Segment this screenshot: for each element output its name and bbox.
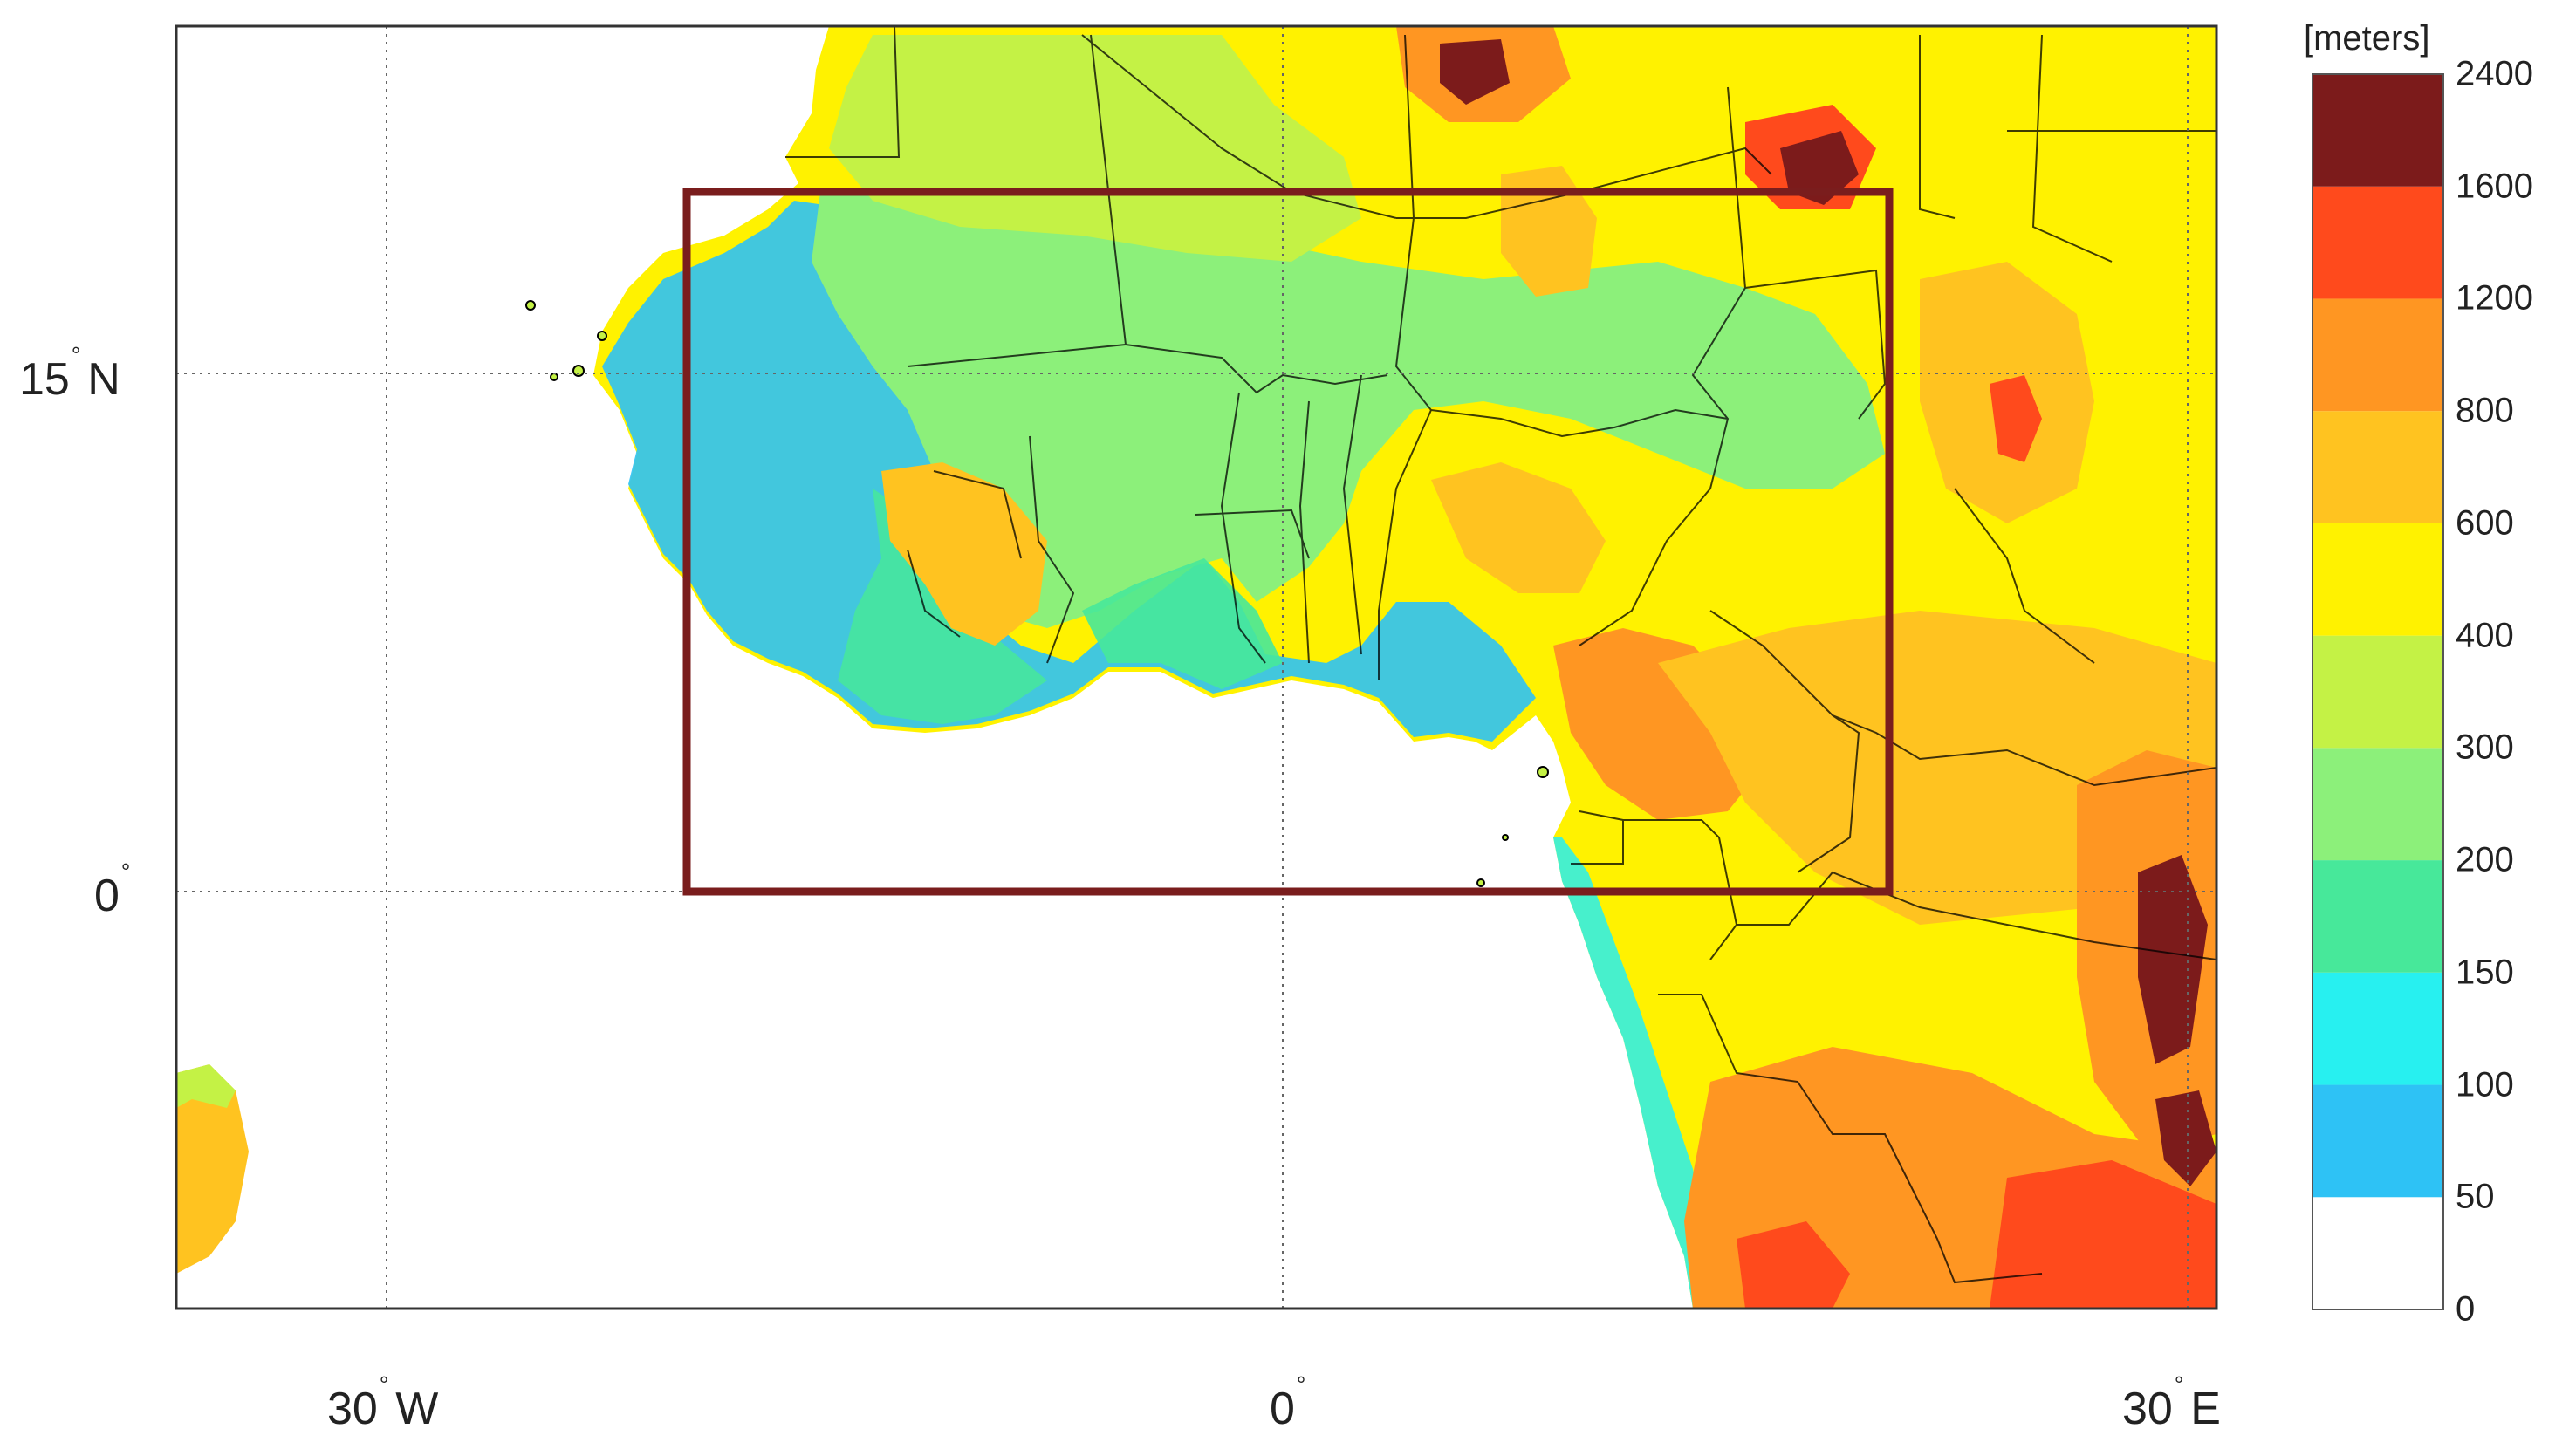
lon-tick-0: 0° bbox=[1270, 1371, 1306, 1434]
colorbar-swatch-400 bbox=[2312, 523, 2443, 636]
colorbar-label-800: 800 bbox=[2456, 391, 2514, 430]
lat-tick-15n: 15° N bbox=[19, 341, 120, 405]
colorbar-label-50: 50 bbox=[2456, 1177, 2495, 1216]
savanna-lime bbox=[829, 35, 1361, 262]
colorbar-swatch-1600 bbox=[2312, 74, 2443, 187]
colorbar-label-2400: 2400 bbox=[2456, 54, 2533, 93]
graticule bbox=[176, 26, 2216, 1309]
rift-peaks bbox=[2138, 855, 2208, 1064]
colorbar-label-200: 200 bbox=[2456, 840, 2514, 879]
tibesti-peak bbox=[1780, 131, 1859, 205]
colorbar-label-150: 150 bbox=[2456, 953, 2514, 992]
colorbar-unit-label: [meters] bbox=[2304, 19, 2430, 58]
colorbar-label-1200: 1200 bbox=[2456, 278, 2533, 318]
south-america-coast bbox=[176, 1064, 236, 1108]
colorbar-swatch-800 bbox=[2312, 298, 2443, 412]
rift-peaks-south bbox=[2155, 1090, 2216, 1186]
colorbar-swatch-1200 bbox=[2312, 186, 2443, 299]
colorbar-label-100: 100 bbox=[2456, 1065, 2514, 1104]
country-borders bbox=[785, 26, 2216, 1284]
study-domain-box bbox=[682, 188, 1894, 896]
lat-tick-0: 0° bbox=[94, 858, 131, 921]
coastal-lowlands-south bbox=[1553, 837, 1710, 1309]
map-frame bbox=[175, 24, 2218, 1310]
cape-verde-islands bbox=[525, 300, 607, 381]
colorbar-frame bbox=[2312, 73, 2444, 1310]
lon-tick-30e: 30° E bbox=[2122, 1371, 2221, 1434]
southeast-highlands bbox=[1990, 1160, 2216, 1309]
colorbar-swatch-600 bbox=[2312, 411, 2443, 523]
colorbar-swatch-0 bbox=[2312, 1197, 2443, 1309]
coastal-lowlands bbox=[602, 201, 1536, 742]
colorbar-label-600: 600 bbox=[2456, 503, 2514, 543]
colorbar-label-300: 300 bbox=[2456, 728, 2514, 767]
colorbar-label-0: 0 bbox=[2456, 1289, 2476, 1329]
jos-plateau bbox=[1431, 462, 1606, 593]
guinea-highlands bbox=[881, 462, 1047, 646]
colorbar-swatch-100 bbox=[2312, 972, 2443, 1085]
sahel-band bbox=[812, 192, 1885, 628]
air-mountains bbox=[1501, 166, 1597, 297]
map-area bbox=[176, 26, 2216, 1309]
coastal-green bbox=[1082, 558, 1283, 689]
colorbar bbox=[2312, 74, 2443, 1309]
south-america-tip bbox=[176, 1064, 249, 1274]
colorbar-swatch-150 bbox=[2312, 860, 2443, 973]
colorbar-swatch-300 bbox=[2312, 635, 2443, 749]
angola-peaks bbox=[1737, 1221, 1850, 1309]
colorbar-swatch-50 bbox=[2312, 1084, 2443, 1198]
ahaggar-peak bbox=[1440, 39, 1510, 105]
colorbar-label-1600: 1600 bbox=[2456, 167, 2533, 206]
darfur-peak bbox=[1990, 375, 2042, 462]
colorbar-swatch-200 bbox=[2312, 748, 2443, 861]
colorbar-label-400: 400 bbox=[2456, 616, 2514, 655]
lon-tick-30w: 30° W bbox=[327, 1371, 439, 1434]
gulf-islands bbox=[1476, 766, 1549, 887]
